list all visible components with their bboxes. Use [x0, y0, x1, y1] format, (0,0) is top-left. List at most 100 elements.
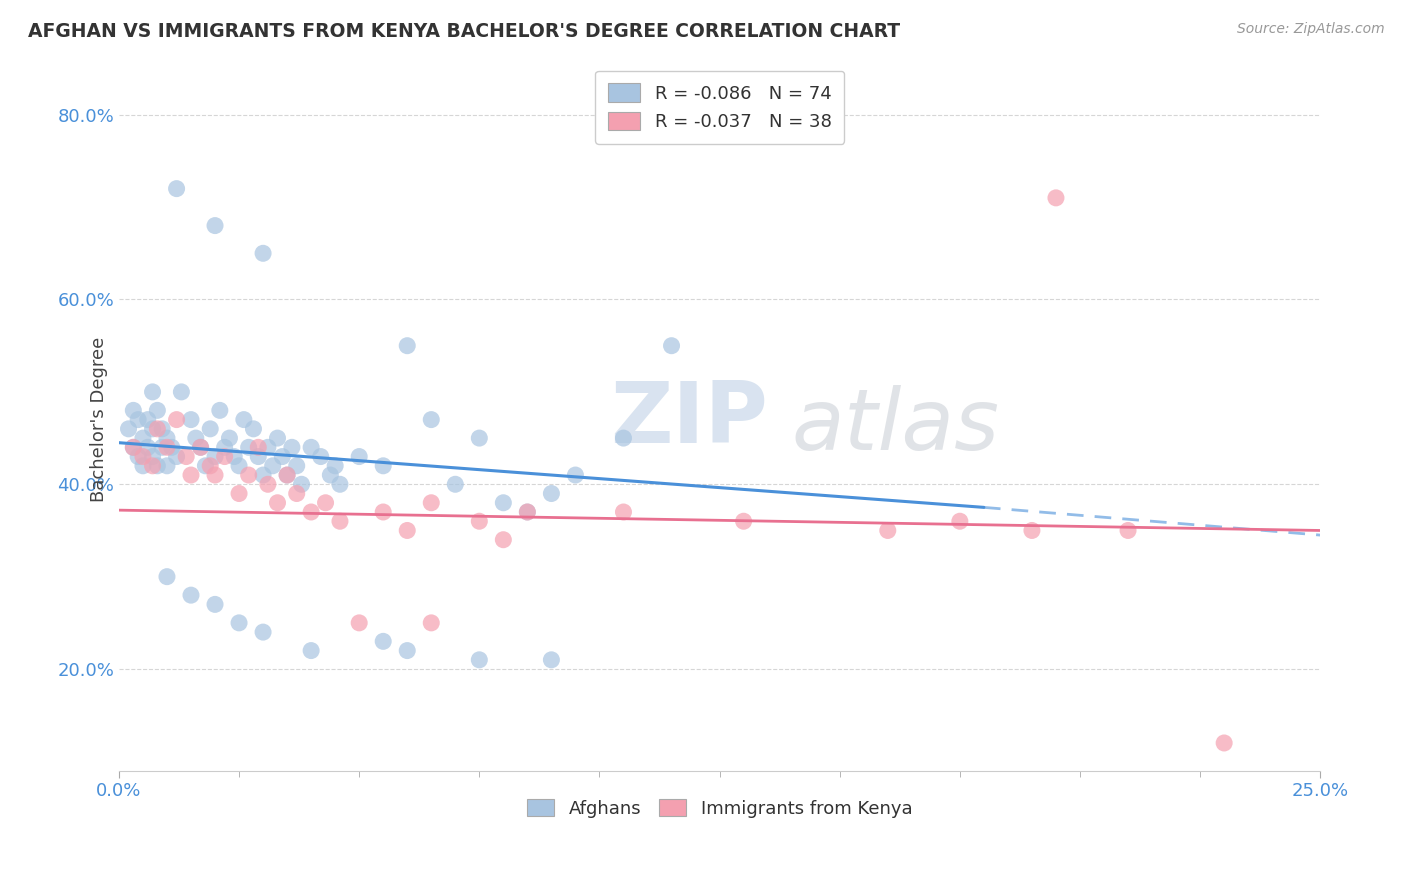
Point: [156, 569, 179, 583]
Point: [180, 468, 202, 483]
Point: [612, 505, 634, 519]
Point: [1021, 524, 1043, 538]
Point: [228, 458, 250, 473]
Point: [299, 505, 322, 519]
Point: [396, 339, 419, 353]
Point: [142, 458, 165, 473]
Point: [156, 458, 179, 473]
Point: [373, 634, 395, 648]
Point: [329, 477, 352, 491]
Point: [127, 450, 149, 464]
Point: [347, 615, 370, 630]
Y-axis label: Bachelor's Degree: Bachelor's Degree: [90, 337, 108, 502]
Point: [204, 450, 226, 464]
Point: [1116, 524, 1139, 538]
Point: [180, 412, 202, 426]
Point: [262, 458, 284, 473]
Point: [208, 403, 231, 417]
Point: [190, 440, 212, 454]
Point: [285, 458, 308, 473]
Point: [373, 505, 395, 519]
Point: [733, 514, 755, 528]
Point: [194, 458, 217, 473]
Point: [136, 440, 159, 454]
Point: [323, 458, 346, 473]
Point: [214, 440, 236, 454]
Point: [396, 524, 419, 538]
Point: [492, 533, 515, 547]
Point: [468, 514, 491, 528]
Point: [876, 524, 898, 538]
Point: [276, 468, 298, 483]
Point: [257, 477, 280, 491]
Point: [127, 412, 149, 426]
Point: [174, 450, 197, 464]
Point: [156, 440, 179, 454]
Text: atlas: atlas: [792, 385, 1000, 468]
Point: [184, 431, 207, 445]
Point: [299, 440, 322, 454]
Point: [420, 615, 443, 630]
Point: [132, 431, 155, 445]
Point: [190, 440, 212, 454]
Point: [661, 339, 683, 353]
Point: [252, 246, 274, 260]
Point: [204, 219, 226, 233]
Point: [166, 450, 188, 464]
Point: [468, 431, 491, 445]
Point: [290, 477, 312, 491]
Point: [564, 468, 586, 483]
Point: [146, 403, 169, 417]
Text: ZIP: ZIP: [610, 378, 768, 461]
Point: [242, 422, 264, 436]
Point: [329, 514, 352, 528]
Point: [1213, 736, 1236, 750]
Point: [170, 384, 193, 399]
Point: [228, 486, 250, 500]
Point: [373, 458, 395, 473]
Point: [516, 505, 538, 519]
Point: [540, 653, 562, 667]
Point: [214, 450, 236, 464]
Point: [146, 458, 169, 473]
Point: [949, 514, 972, 528]
Point: [271, 450, 294, 464]
Point: [142, 422, 165, 436]
Point: [136, 412, 159, 426]
Point: [266, 431, 288, 445]
Point: [180, 588, 202, 602]
Point: [238, 468, 260, 483]
Point: [200, 458, 222, 473]
Point: [540, 486, 562, 500]
Legend: Afghans, Immigrants from Kenya: Afghans, Immigrants from Kenya: [520, 792, 920, 825]
Point: [122, 403, 145, 417]
Point: [122, 440, 145, 454]
Point: [396, 643, 419, 657]
Point: [1045, 191, 1067, 205]
Point: [468, 653, 491, 667]
Point: [492, 496, 515, 510]
Point: [266, 496, 288, 510]
Point: [420, 412, 443, 426]
Point: [299, 643, 322, 657]
Point: [444, 477, 467, 491]
Point: [281, 440, 304, 454]
Point: [612, 431, 634, 445]
Point: [204, 598, 226, 612]
Point: [166, 412, 188, 426]
Text: Source: ZipAtlas.com: Source: ZipAtlas.com: [1237, 22, 1385, 37]
Point: [420, 496, 443, 510]
Point: [257, 440, 280, 454]
Point: [218, 431, 240, 445]
Point: [142, 450, 165, 464]
Point: [160, 440, 183, 454]
Point: [204, 468, 226, 483]
Point: [276, 468, 298, 483]
Point: [247, 450, 270, 464]
Point: [315, 496, 337, 510]
Point: [347, 450, 370, 464]
Point: [232, 412, 254, 426]
Point: [285, 486, 308, 500]
Point: [132, 458, 155, 473]
Point: [150, 440, 173, 454]
